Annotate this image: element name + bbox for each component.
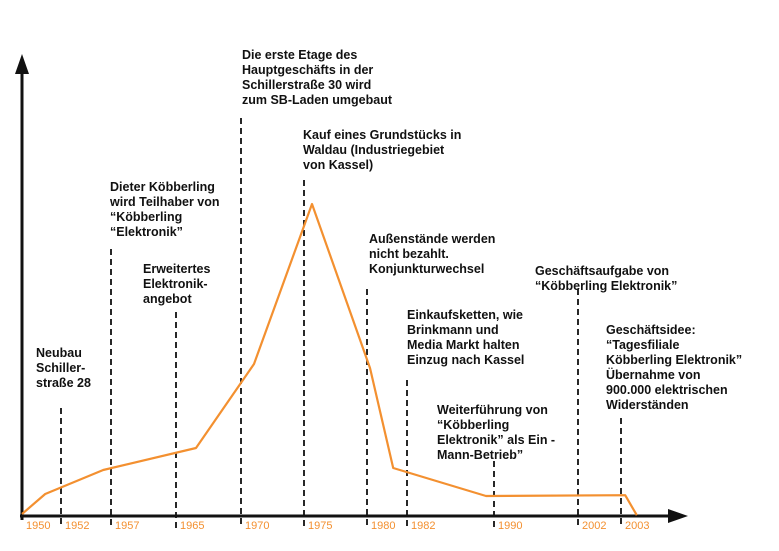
annotation-line: “Tagesfiliale [606,338,680,352]
annotation-1975: Kauf eines Grundstücks in Waldau (Industr… [303,128,461,173]
y-axis-arrow [15,54,29,74]
annotation-line: wird Teilhaber von [110,195,220,209]
annotation-1990: Weiterführung von “Köbberling Elektronik” … [437,403,555,463]
annotation-line: Außenstände werden [369,232,496,246]
annotation-line: “Köbberling [110,210,183,224]
axes [15,54,688,523]
annotation-2002: Geschäftsaufgabe von “Köbberling Elektron… [535,264,677,294]
annotation-line: zum SB-Laden umgebaut [242,93,393,107]
annotation-line: Elektronik- [143,277,208,291]
annotation-line: Schiller- [36,361,86,375]
annotation-line: Geschäftsaufgabe von [535,264,670,278]
annotation-line: Köbberling Elektronik” [606,353,743,367]
series-line [21,202,638,516]
annotation-1965: Erweitertes Elektronik-angebot [143,262,210,307]
tick-label-1982: 1982 [411,520,435,532]
annotation-line: Neubau [36,346,82,360]
annotation-line: straße 28 [36,376,91,390]
annotation-line: angebot [143,292,192,306]
annotation-line: Erweitertes [143,262,211,276]
annotation-line: Dieter Köbberling [110,180,215,194]
annotation-line: Brinkmann und [407,323,499,337]
tick-label-1952: 1952 [65,520,89,532]
annotation-1970: Die erste Etage des Hauptgeschäfts in der… [242,48,392,108]
annotation-line: Einkaufsketten, wie [407,308,524,322]
tick-label-1970: 1970 [245,520,269,532]
tick-label-1950: 1950 [26,520,50,532]
annotation-line: “Köbberling Elektronik” [535,279,678,293]
annotation-line: Einzug nach Kassel [407,353,525,367]
annotation-line: Waldau (Industriegebiet [303,143,445,157]
annotation-1957: Dieter Köbberling wird Teilhaber von “Köbb… [110,180,220,240]
annotation-line: Widerständen [606,398,689,412]
annotation-line: Kauf eines Grundstücks in [303,128,462,142]
tick-labels: 1950 1952 1957 1965 1970 1975 1980 1982 1990 2002… [26,520,649,532]
annotation-line: Die erste Etage des [242,48,358,62]
annotation-line: “Köbberling [437,418,510,432]
tick-label-1957: 1957 [115,520,139,532]
tick-label-2002: 2002 [582,520,606,532]
annotation-line: 900.000 elektrischen [606,383,728,397]
annotation-line: Schillerstraße 30 wird [242,78,372,92]
annotation-line: nicht bezahlt. [369,247,449,261]
annotation-2003: Geschäftsidee: “Tagesfiliale Köbberling El… [606,323,742,413]
annotation-line: Geschäftsidee: [606,323,696,337]
annotation-line: Media Markt halten [407,338,520,352]
annotation-line: Übernahme von [606,368,701,382]
tick-label-1975: 1975 [308,520,332,532]
annotation-1980: Außenstände werden nicht bezahlt. Konjunkt… [369,232,495,277]
x-axis-arrow [668,509,688,523]
tick-label-1990: 1990 [498,520,522,532]
annotation-line: Elektronik” als Ein - [437,433,556,447]
annotation-1952: Neubau Schiller-straße 28 [36,346,91,391]
tick-label-1980: 1980 [371,520,395,532]
annotation-line: Hauptgeschäfts in der [242,63,374,77]
annotation-1982: Einkaufsketten, wie Brinkmann und Media Ma… [407,308,524,368]
annotation-line: von Kassel) [303,158,374,172]
annotation-line: Konjunkturwechsel [369,262,485,276]
annotation-line: “Elektronik” [110,225,183,239]
annotation-line: Mann-Betrieb” [437,448,524,462]
annotation-line: Weiterführung von [437,403,548,417]
tick-label-1965: 1965 [180,520,204,532]
tick-label-2003: 2003 [625,520,649,532]
